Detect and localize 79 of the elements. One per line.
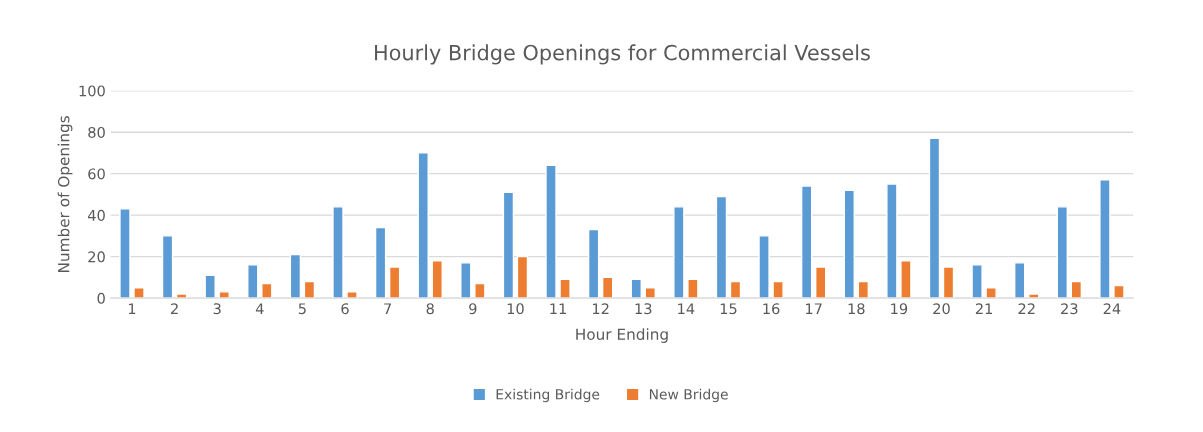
bar (1056, 206, 1069, 299)
x-tick-label: 6 (341, 303, 349, 315)
legend-label: New Bridge (649, 388, 728, 403)
bar (758, 235, 770, 299)
bar (261, 282, 273, 299)
bar (374, 226, 387, 299)
bar (431, 260, 443, 299)
bar (630, 278, 642, 299)
bar (715, 195, 728, 299)
x-tick-label: 17 (806, 303, 822, 315)
x-tick-label: 11 (550, 303, 566, 315)
legend-label: Existing Bridge (496, 388, 600, 403)
bar (460, 262, 472, 299)
x-tick-label: 12 (592, 303, 609, 315)
x-tick-label: 15 (720, 303, 737, 315)
bar (942, 266, 955, 299)
x-tick-label: 7 (384, 303, 392, 315)
chart-title: Hourly Bridge Openings for Commercial Vessels (375, 44, 870, 65)
bar (119, 208, 131, 299)
x-tick-label: 16 (763, 303, 780, 315)
x-tick-label: 23 (1061, 303, 1078, 315)
bar (388, 266, 401, 299)
y-axis-title: Number of Openings (57, 116, 73, 272)
bar (886, 183, 898, 299)
bar (857, 280, 870, 299)
bar (971, 264, 983, 299)
bar (474, 282, 486, 299)
x-tick-label: 1 (128, 303, 136, 315)
x-tick-label: 10 (507, 303, 524, 315)
y-tick-label: 20 (88, 251, 105, 263)
x-tick-label: 22 (1018, 303, 1035, 315)
bar (772, 280, 784, 299)
x-tick-label: 4 (255, 303, 264, 315)
x-tick-label: 19 (891, 303, 908, 315)
bar (332, 206, 344, 299)
bar (673, 206, 685, 299)
x-tick-label: 9 (469, 303, 477, 315)
bar (985, 287, 997, 299)
y-tick-label: 100 (79, 85, 105, 97)
x-tick-label: 2 (171, 303, 178, 315)
bar (516, 255, 529, 299)
x-tick-label: 24 (1103, 303, 1121, 315)
bar (502, 191, 515, 299)
bar (1113, 284, 1125, 299)
bar (800, 185, 813, 299)
bar (545, 164, 557, 299)
bar (601, 276, 614, 299)
x-tick-label: 5 (298, 303, 306, 315)
x-tick-label: 13 (635, 303, 652, 315)
bar (587, 228, 600, 299)
bar (417, 152, 429, 299)
x-tick-label: 8 (426, 303, 434, 315)
bar (161, 235, 174, 299)
bar (303, 280, 316, 299)
y-tick-label: 0 (97, 292, 105, 304)
bar (1013, 262, 1026, 299)
bar (814, 266, 827, 299)
x-tick-label: 14 (678, 303, 695, 315)
x-tick-label: 3 (213, 303, 221, 315)
bar (843, 189, 855, 299)
y-tick-label: 60 (88, 168, 105, 180)
y-tick-label: 40 (87, 209, 105, 221)
bar (729, 280, 742, 299)
x-tick-label: 21 (975, 303, 993, 315)
bar (1099, 179, 1111, 299)
bar (559, 278, 571, 299)
bar (289, 253, 302, 299)
bar (346, 291, 358, 299)
bar (133, 287, 145, 299)
x-tick-label: 18 (848, 303, 865, 315)
x-axis-title: Hour Ending (576, 328, 668, 343)
y-tick-label: 80 (88, 126, 105, 138)
bar (928, 137, 941, 299)
bar (204, 274, 216, 299)
bar (1070, 280, 1083, 299)
bar (687, 278, 699, 299)
bar (247, 264, 259, 299)
x-tick-label: 20 (933, 303, 950, 315)
bar (900, 260, 912, 299)
